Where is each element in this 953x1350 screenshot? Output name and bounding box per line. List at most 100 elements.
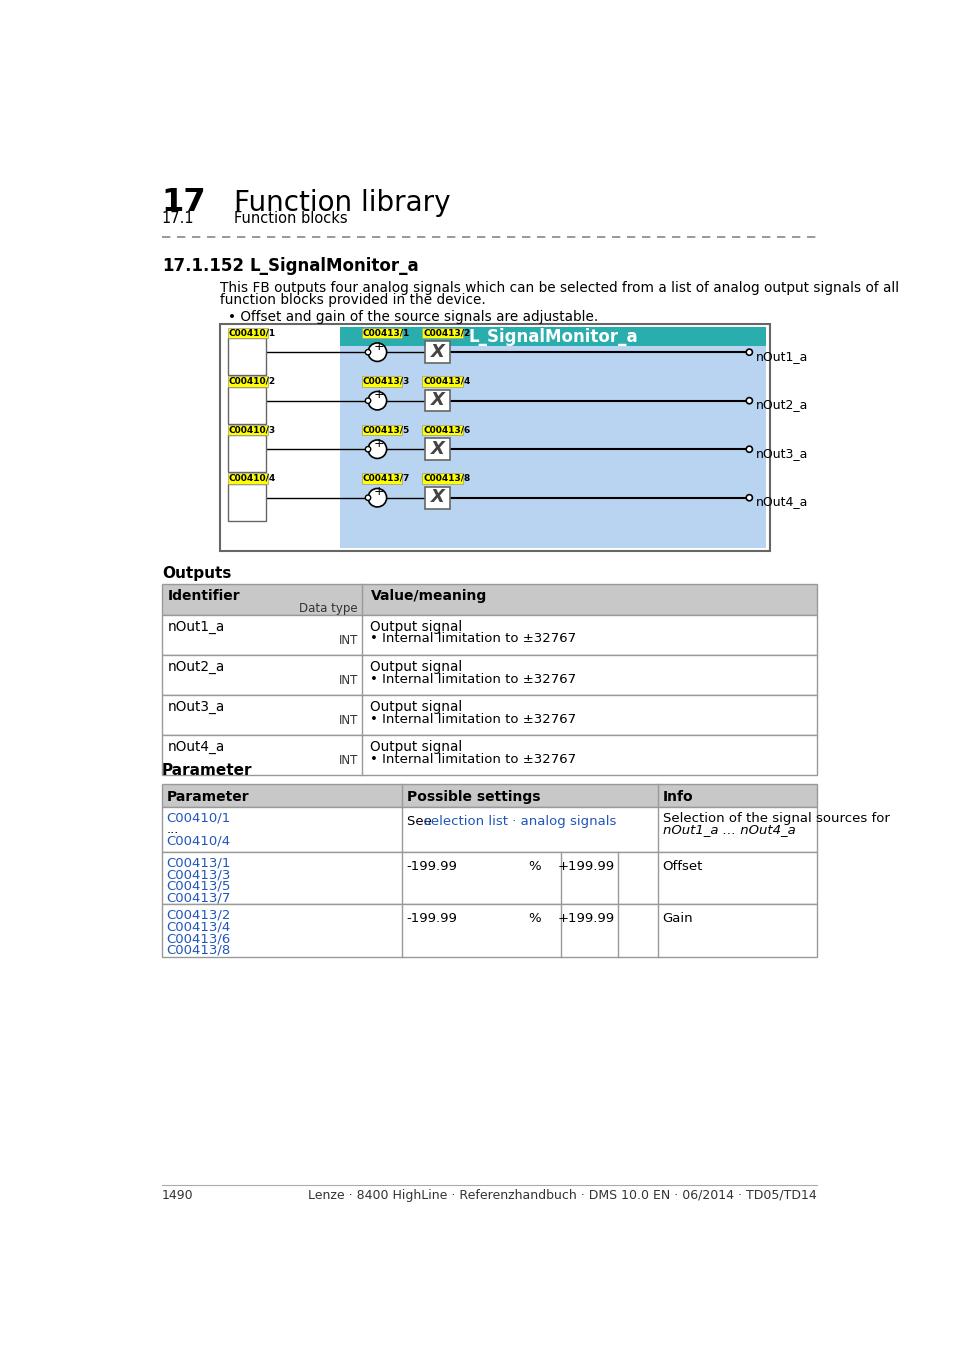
Circle shape — [368, 392, 386, 410]
Bar — [220, 324, 769, 551]
Text: C00413/6: C00413/6 — [422, 425, 470, 435]
Text: Value/meaning: Value/meaning — [371, 590, 487, 603]
Bar — [228, 328, 268, 339]
Text: X: X — [431, 343, 444, 360]
Bar — [162, 807, 816, 852]
Text: C00413/1: C00413/1 — [167, 856, 231, 869]
Bar — [228, 472, 268, 483]
Bar — [228, 483, 266, 521]
Text: nOut1_a … nOut4_a: nOut1_a … nOut4_a — [661, 824, 795, 837]
Text: This FB outputs four analog signals which can be selected from a list of analog : This FB outputs four analog signals whic… — [220, 281, 898, 296]
Text: C00413/7: C00413/7 — [362, 474, 410, 483]
Text: nOut2_a: nOut2_a — [167, 660, 224, 674]
Text: Parameter: Parameter — [162, 763, 253, 778]
Text: -199.99: -199.99 — [406, 913, 457, 925]
Circle shape — [745, 350, 752, 355]
Text: C00413/3: C00413/3 — [362, 377, 410, 386]
Bar — [361, 472, 402, 483]
Bar — [162, 655, 816, 695]
Text: Possible settings: Possible settings — [406, 790, 539, 803]
Text: L_SignalMonitor_a: L_SignalMonitor_a — [249, 256, 418, 274]
Bar — [228, 377, 268, 387]
Text: +199.99: +199.99 — [557, 913, 614, 925]
Circle shape — [365, 495, 371, 501]
Bar — [162, 734, 816, 775]
Text: C00413/3: C00413/3 — [167, 868, 231, 882]
Text: C00413/5: C00413/5 — [167, 880, 231, 892]
Text: +: + — [373, 486, 384, 498]
Text: • Internal limitation to ±32767: • Internal limitation to ±32767 — [369, 632, 575, 645]
Text: C00413/8: C00413/8 — [167, 944, 231, 957]
Text: INT: INT — [338, 755, 357, 767]
Text: X: X — [431, 392, 444, 409]
Text: C00410/1: C00410/1 — [167, 811, 231, 825]
Text: C00413/4: C00413/4 — [422, 377, 470, 386]
Text: Output signal: Output signal — [369, 740, 461, 755]
Text: INT: INT — [338, 674, 357, 687]
Text: nOut3_a: nOut3_a — [167, 701, 224, 714]
Bar — [361, 377, 402, 387]
Text: See: See — [406, 815, 436, 828]
Text: C00410/4: C00410/4 — [167, 836, 231, 848]
Text: C00413/6: C00413/6 — [167, 931, 231, 945]
Text: C00410/4: C00410/4 — [229, 474, 275, 483]
Text: • Internal limitation to ±32767: • Internal limitation to ±32767 — [369, 752, 575, 765]
Bar — [228, 387, 266, 424]
Circle shape — [745, 398, 752, 404]
Circle shape — [368, 440, 386, 459]
Text: C00413/8: C00413/8 — [422, 474, 470, 483]
Bar — [425, 487, 450, 509]
Circle shape — [365, 447, 371, 452]
Text: INT: INT — [338, 634, 357, 647]
Text: Gain: Gain — [661, 913, 693, 925]
Text: C00413/4: C00413/4 — [167, 921, 231, 933]
Circle shape — [365, 398, 371, 404]
Text: %: % — [528, 860, 540, 872]
Text: Info: Info — [661, 790, 693, 803]
Bar — [162, 695, 816, 734]
Text: INT: INT — [338, 714, 357, 728]
Text: C00410/3: C00410/3 — [229, 425, 275, 435]
Text: -199.99: -199.99 — [406, 860, 457, 872]
Bar — [340, 327, 765, 346]
Text: 1490: 1490 — [162, 1189, 193, 1203]
Bar — [228, 435, 266, 472]
Text: • Internal limitation to ±32767: • Internal limitation to ±32767 — [369, 713, 575, 725]
Text: Identifier: Identifier — [167, 590, 239, 603]
Text: nOut4_a: nOut4_a — [167, 740, 224, 755]
Text: Function library: Function library — [233, 189, 450, 217]
Bar — [425, 342, 450, 363]
Text: Output signal: Output signal — [369, 701, 461, 714]
Circle shape — [368, 343, 386, 362]
Text: Offset: Offset — [661, 860, 702, 872]
Bar — [422, 472, 462, 483]
Text: Output signal: Output signal — [369, 620, 461, 634]
Text: Parameter: Parameter — [167, 790, 249, 803]
Bar — [228, 424, 268, 435]
Text: X: X — [431, 440, 444, 458]
Text: C00413/2: C00413/2 — [167, 909, 231, 922]
Text: ...: ... — [167, 824, 179, 837]
Text: +199.99: +199.99 — [557, 860, 614, 872]
Text: 17.1.152: 17.1.152 — [162, 256, 244, 274]
Bar — [422, 377, 462, 387]
Text: +: + — [373, 340, 384, 352]
Text: nOut4_a: nOut4_a — [755, 495, 807, 509]
Text: C00410/2: C00410/2 — [229, 377, 275, 386]
Text: Selection of the signal sources for: Selection of the signal sources for — [661, 811, 888, 825]
Text: nOut2_a: nOut2_a — [755, 398, 807, 412]
Text: C00413/5: C00413/5 — [362, 425, 410, 435]
Bar — [425, 390, 450, 412]
Text: C00413/1: C00413/1 — [362, 328, 410, 338]
Text: selection list · analog signals: selection list · analog signals — [423, 815, 616, 828]
Circle shape — [745, 494, 752, 501]
Text: nOut1_a: nOut1_a — [755, 350, 807, 363]
Text: • Offset and gain of the source signals are adjustable.: • Offset and gain of the source signals … — [228, 310, 598, 324]
Bar — [425, 439, 450, 460]
Text: Output signal: Output signal — [369, 660, 461, 674]
Text: Function blocks: Function blocks — [233, 211, 347, 225]
Text: L_SignalMonitor_a: L_SignalMonitor_a — [468, 328, 638, 347]
Bar — [361, 424, 402, 435]
Bar — [340, 346, 765, 548]
Circle shape — [745, 446, 752, 452]
